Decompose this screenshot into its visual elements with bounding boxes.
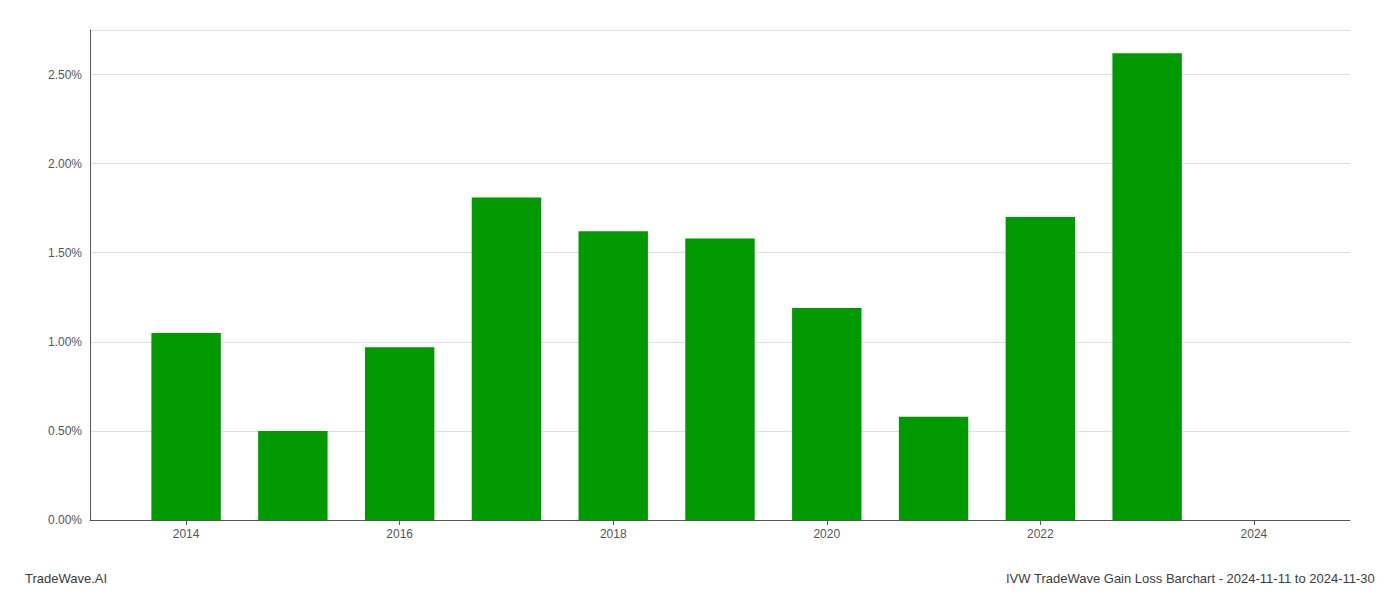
svg-text:0.00%: 0.00%	[48, 513, 82, 527]
svg-text:IVW TradeWave Gain Loss Barcha: IVW TradeWave Gain Loss Barchart - 2024-…	[1006, 571, 1375, 586]
svg-text:2020: 2020	[813, 527, 840, 541]
svg-text:TradeWave.AI: TradeWave.AI	[25, 571, 107, 586]
svg-text:0.50%: 0.50%	[48, 424, 82, 438]
svg-text:2022: 2022	[1027, 527, 1054, 541]
svg-text:2014: 2014	[173, 527, 200, 541]
svg-text:1.00%: 1.00%	[48, 335, 82, 349]
svg-text:2018: 2018	[600, 527, 627, 541]
svg-text:2024: 2024	[1241, 527, 1268, 541]
svg-text:2016: 2016	[386, 527, 413, 541]
svg-text:1.50%: 1.50%	[48, 246, 82, 260]
svg-text:2.00%: 2.00%	[48, 157, 82, 171]
svg-text:2.50%: 2.50%	[48, 68, 82, 82]
